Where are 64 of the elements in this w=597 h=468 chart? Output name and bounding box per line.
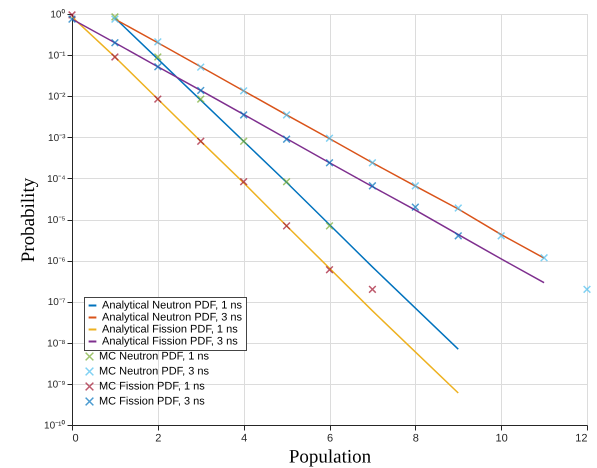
- point: [110, 38, 120, 47]
- point: [325, 158, 334, 167]
- legend-label: MC Fission PDF, 1 ns: [99, 380, 206, 392]
- y-tick-label: 10⁻⁷: [48, 297, 66, 308]
- legend-label: Analytical Neutron PDF, 3 ns: [102, 312, 243, 324]
- point: [411, 203, 420, 212]
- point: [110, 15, 120, 24]
- point: [240, 86, 248, 95]
- legend-label: MC Neutron PDF, 1 ns: [99, 350, 210, 362]
- x-tick-label: 10: [496, 432, 508, 444]
- line-series: [71, 18, 545, 284]
- legend-label: Analytical Fission PDF, 1 ns: [102, 324, 238, 336]
- legend-label: MC Fission PDF, 3 ns: [99, 396, 206, 408]
- point: [196, 86, 205, 95]
- point: [282, 222, 291, 230]
- x-tick-label: 12: [575, 432, 588, 444]
- y-tick-label: 10⁻⁹: [47, 379, 66, 390]
- x-tick-label: 8: [412, 432, 419, 444]
- y-tick-label: 10⁻⁸: [47, 338, 66, 350]
- x-tick-label: 2: [155, 432, 162, 444]
- point: [454, 232, 462, 240]
- point: [154, 38, 162, 46]
- point: [282, 135, 291, 144]
- point: [154, 52, 162, 62]
- point: [110, 12, 120, 22]
- x-tick-label: 0: [72, 432, 79, 444]
- point: [540, 254, 548, 262]
- point: [368, 158, 377, 167]
- point: [582, 285, 592, 294]
- point: [325, 222, 334, 230]
- point: [325, 266, 334, 274]
- y-tick-label: 10⁻⁶: [47, 256, 66, 268]
- point: [154, 62, 162, 71]
- legend-label: Analytical Fission PDF, 3 ns: [102, 336, 238, 348]
- point: [454, 204, 462, 212]
- x-axis-title: Population: [288, 446, 372, 468]
- point: [240, 178, 248, 186]
- y-axis-title: Probability: [18, 177, 40, 262]
- point: [240, 110, 248, 120]
- point: [154, 94, 162, 104]
- point: [196, 63, 205, 72]
- point: [240, 137, 248, 146]
- legend-label: MC Neutron PDF, 3 ns: [99, 366, 210, 378]
- point: [497, 232, 506, 240]
- y-tick-label: 10⁰: [50, 8, 66, 20]
- point: [196, 137, 205, 146]
- point: [282, 110, 291, 120]
- point: [110, 52, 120, 62]
- line-series: [71, 16, 459, 394]
- y-tick-label: 10⁻¹: [48, 50, 66, 62]
- point: [325, 134, 334, 142]
- x-tick-label: 4: [241, 432, 248, 444]
- point: [196, 94, 205, 104]
- y-tick-label: 10⁻⁴: [47, 174, 66, 185]
- point: [282, 178, 291, 186]
- point: [368, 285, 377, 294]
- y-tick-label: 10⁻¹⁰: [44, 420, 66, 432]
- x-tick-label: 6: [326, 432, 334, 444]
- legend-label: Analytical Neutron PDF, 1 ns: [102, 300, 243, 312]
- y-tick-label: 10⁻⁵: [47, 215, 66, 226]
- point: [368, 182, 377, 190]
- point: [411, 182, 420, 190]
- y-tick-label: 10⁻³: [48, 132, 66, 144]
- y-tick-label: 10⁻²: [48, 92, 66, 103]
